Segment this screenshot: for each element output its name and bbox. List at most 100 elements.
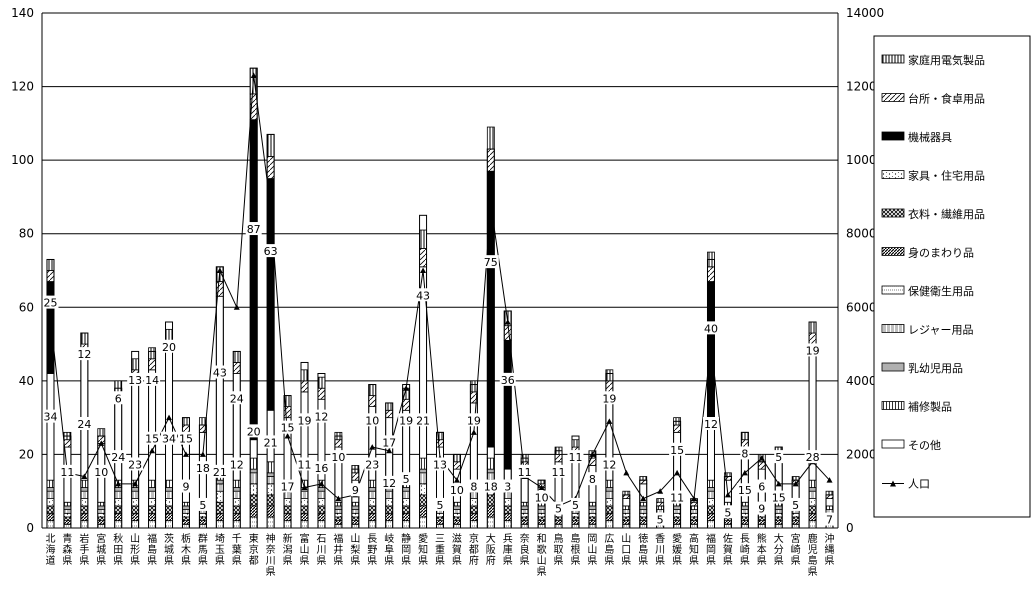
bar-segment <box>402 398 411 411</box>
bar-outline <box>317 373 326 529</box>
data-label: 18 <box>196 462 210 475</box>
bar-segment <box>97 516 106 522</box>
x-tick-label: 茨城県 <box>164 532 174 567</box>
bar-segment <box>232 487 241 492</box>
data-label-bg <box>313 409 330 423</box>
y-right-tick-label: 0 <box>846 521 854 535</box>
data-label-bg <box>503 479 513 493</box>
bar-segment <box>334 501 343 507</box>
bar-segment <box>503 520 512 529</box>
legend-label: 乳幼児用品 <box>908 362 963 375</box>
bar-segment <box>774 516 783 522</box>
bar-segment <box>419 229 427 249</box>
bar-segment <box>469 505 478 514</box>
data-label-bg <box>228 457 245 471</box>
bar-segment <box>724 523 732 529</box>
bar-segment <box>469 380 478 393</box>
bar-segment <box>232 505 241 514</box>
bar-segment <box>656 505 665 511</box>
data-label-bg <box>415 288 432 302</box>
bar-segment <box>740 520 749 525</box>
bar-segment <box>148 520 156 529</box>
bar-segment <box>469 512 478 522</box>
data-label-bg <box>791 497 801 511</box>
bar-segment <box>351 523 360 529</box>
bar-segment <box>283 520 292 529</box>
x-tick-label: 山梨県 <box>350 533 360 567</box>
bar-segment <box>368 479 377 488</box>
population-marker <box>115 480 122 487</box>
y-left-tick-label: 120 <box>11 80 34 94</box>
bar-segment <box>351 472 360 481</box>
bar-segment <box>232 479 241 488</box>
data-label-bg <box>381 435 398 449</box>
bar-segment <box>537 516 546 522</box>
bar-segment <box>334 520 343 525</box>
bar-segment <box>537 512 546 518</box>
bar-outline <box>757 461 766 529</box>
bar-segment <box>148 487 156 492</box>
bar-segment <box>808 520 817 529</box>
bar-segment <box>249 483 258 496</box>
bar-segment <box>334 523 343 529</box>
data-label-bg <box>669 442 686 456</box>
bar-segment <box>334 439 343 448</box>
data-label-bg <box>262 244 279 258</box>
bar-segment <box>368 498 377 507</box>
population-marker <box>301 484 308 491</box>
bar-segment <box>605 369 614 382</box>
x-tick-label: 神奈川県 <box>266 532 276 578</box>
bar-segment <box>571 523 580 529</box>
bar-segment <box>622 498 631 507</box>
bar-segment <box>791 523 800 529</box>
bar-segment <box>334 512 343 518</box>
bar-outline <box>283 395 292 529</box>
bar-segment <box>385 498 394 507</box>
bar-segment <box>198 512 207 518</box>
bar-segment <box>419 457 427 470</box>
legend-label: その他 <box>908 439 941 452</box>
x-tick-label: 鳥取県 <box>554 532 564 567</box>
x-tick-label: 長野県 <box>367 533 377 567</box>
bar-segment <box>622 523 631 529</box>
data-label-bg <box>127 372 144 386</box>
bar-segment <box>402 520 411 529</box>
bar-segment <box>673 424 682 433</box>
bar-segment <box>740 505 749 511</box>
data-label: 20 <box>247 425 261 438</box>
population-marker <box>386 447 393 454</box>
population-marker <box>199 451 206 457</box>
data-label: 5 <box>437 499 444 512</box>
legend-swatch <box>881 324 905 333</box>
bar-segment <box>63 501 72 507</box>
bar-segment <box>588 523 597 529</box>
y-left-tick-label: 100 <box>11 153 34 167</box>
bar-segment <box>114 498 123 507</box>
bar-segment <box>317 387 326 400</box>
legend-label: 機械器具 <box>908 130 952 144</box>
bar-segment <box>673 523 682 529</box>
bar-segment <box>148 479 156 488</box>
bar-segment <box>198 523 207 529</box>
bar-segment <box>165 498 173 507</box>
population-marker <box>504 319 511 325</box>
data-label: 23 <box>365 458 379 471</box>
data-label-bg <box>59 464 76 478</box>
x-tick-label: 福井県 <box>333 532 343 567</box>
bar-segment <box>469 520 478 529</box>
bar-segment <box>622 520 631 525</box>
x-tick-label: 和歌山県 <box>537 533 547 578</box>
y-left-tick-label: 80 <box>19 227 34 241</box>
bar-segment <box>182 520 190 525</box>
bar-segment <box>215 512 224 522</box>
bar-segment <box>215 295 224 474</box>
bar-outline <box>825 494 834 529</box>
bar-outline <box>198 424 207 529</box>
bar-segment <box>639 523 648 529</box>
bar-segment <box>266 133 275 157</box>
data-label: 18 <box>484 481 498 494</box>
bar-segment <box>300 498 309 507</box>
data-label: 11 <box>518 466 532 479</box>
bar-segment <box>182 501 190 507</box>
bar-segment <box>537 509 546 514</box>
